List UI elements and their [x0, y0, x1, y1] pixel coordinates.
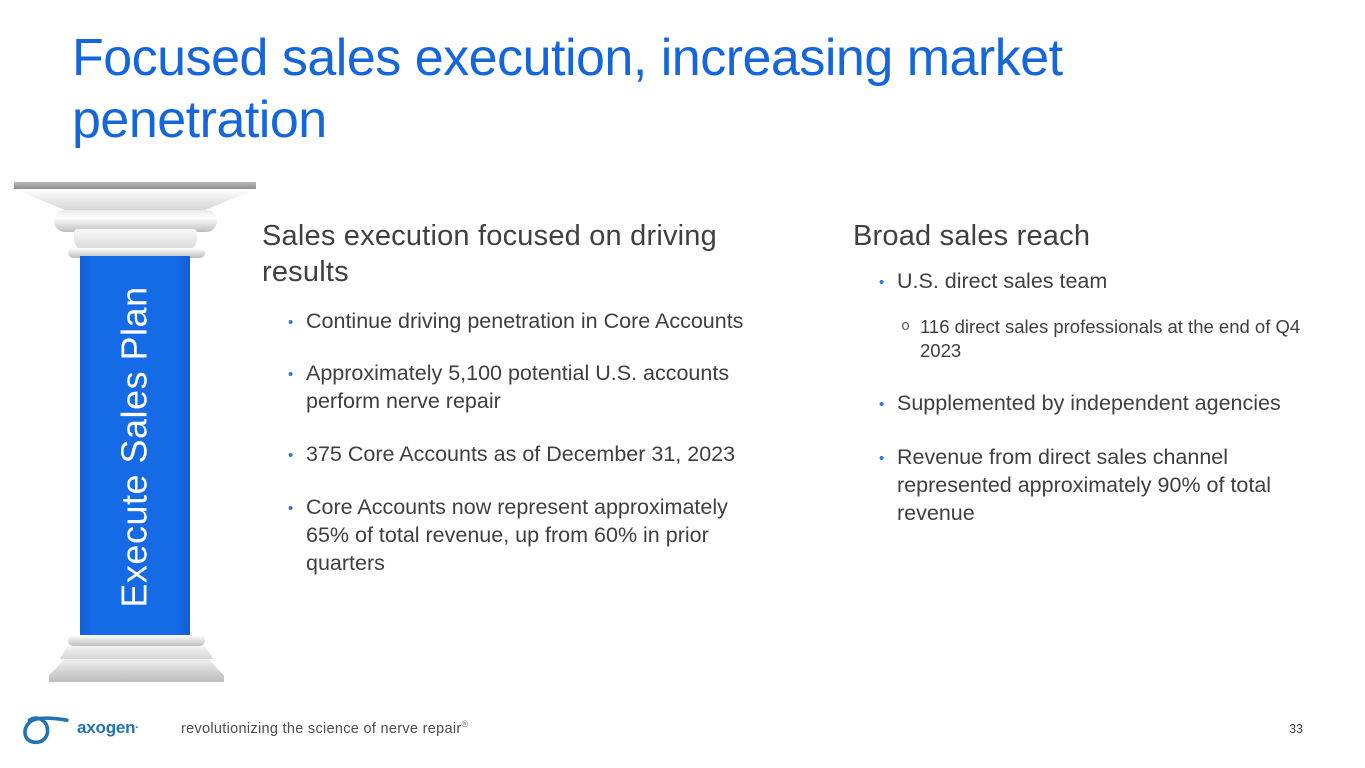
bullet-text: U.S. direct sales team [897, 269, 1108, 294]
pillar-shaft: Execute Sales Plan [80, 256, 190, 637]
bullet-text: Approximately 5,100 potential U.S. accou… [306, 361, 730, 414]
sub-list-item: o 116 direct sales professionals at the … [853, 315, 1323, 363]
page-number: 33 [1289, 722, 1303, 736]
bullet-text: 375 Core Accounts as of December 31, 202… [306, 442, 736, 467]
list-item: • Core Accounts now represent approximat… [262, 494, 767, 578]
bullet-icon: • [288, 313, 294, 331]
tagline-text: revolutionizing the science of nerve rep… [181, 720, 462, 737]
axogen-logo-icon [20, 708, 70, 748]
pillar-capital-bar [68, 248, 205, 258]
bullet-text: Continue driving penetration in Core Acc… [306, 308, 744, 333]
bullet-icon: • [879, 450, 885, 468]
left-content-column: Sales execution focused on driving resul… [262, 218, 767, 603]
logo-trademark-dot: · [135, 722, 139, 734]
right-content-column: Broad sales reach • U.S. direct sales te… [853, 218, 1323, 553]
pillar-label: Execute Sales Plan [114, 285, 155, 608]
list-item: • Continue driving penetration in Core A… [262, 308, 767, 336]
axogen-wordmark: axogen [77, 718, 136, 737]
pillar-capital-flare [14, 189, 256, 212]
slide-title: Focused sales execution, increasing mark… [72, 29, 1063, 149]
list-item: • Approximately 5,100 potential U.S. acc… [262, 360, 767, 416]
bullet-icon: • [288, 500, 294, 518]
footer-tagline: revolutionizing the science of nerve rep… [181, 719, 468, 737]
bullet-text: 116 direct sales professionals at the en… [920, 316, 1301, 362]
bullet-icon: • [879, 274, 885, 292]
pillar-base-mold [60, 646, 213, 659]
bullet-text: Core Accounts now represent approximatel… [306, 495, 728, 576]
bullet-icon: • [288, 366, 294, 384]
list-item: • Revenue from direct sales channel repr… [853, 444, 1323, 528]
list-item: • 375 Core Accounts as of December 31, 2… [262, 441, 767, 469]
list-item: • U.S. direct sales team [853, 268, 1323, 296]
axogen-logo: axogen · [20, 708, 139, 748]
left-column-heading: Sales execution focused on driving resul… [262, 220, 717, 289]
bullet-text: Supplemented by independent agencies [897, 391, 1281, 416]
registered-mark: ® [461, 719, 469, 730]
circle-bullet-icon: o [901, 318, 911, 336]
slide-footer: axogen · revolutionizing the science of n… [20, 704, 468, 752]
pillar-graphic: Execute Sales Plan [14, 182, 256, 682]
pillar-capital-torus [54, 210, 217, 232]
bullet-icon: • [288, 447, 294, 465]
bullet-text: Revenue from direct sales channel repres… [897, 445, 1272, 526]
bullet-icon: • [879, 396, 885, 414]
pillar-capital-top-strip [14, 182, 256, 189]
right-column-heading: Broad sales reach [853, 220, 1091, 252]
pillar-capital-block [74, 229, 197, 251]
pillar-base-bar [68, 635, 205, 646]
pillar-base-plinth [49, 659, 224, 682]
list-item: • Supplemented by independent agencies [853, 390, 1323, 418]
